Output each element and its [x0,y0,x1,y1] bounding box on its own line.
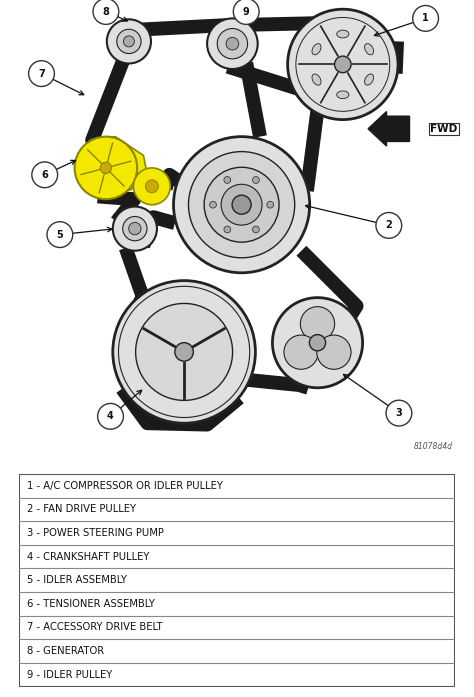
Ellipse shape [365,74,374,85]
Circle shape [146,180,158,193]
Circle shape [189,152,295,258]
FancyBboxPatch shape [19,474,455,687]
Text: 1: 1 [422,13,429,24]
Text: 5 - IDLER ASSEMBLY: 5 - IDLER ASSEMBLY [27,575,127,585]
Circle shape [113,206,157,251]
Circle shape [136,303,233,400]
Text: 9: 9 [243,6,250,17]
Circle shape [117,29,141,54]
Text: 3 - POWER STEERING PUMP: 3 - POWER STEERING PUMP [27,528,164,538]
Circle shape [253,176,259,183]
Circle shape [74,137,137,199]
Circle shape [113,281,255,423]
Text: 4 - CRANKSHAFT PULLEY: 4 - CRANKSHAFT PULLEY [27,551,149,562]
Circle shape [386,400,412,426]
Text: 2 - FAN DRIVE PULLEY: 2 - FAN DRIVE PULLEY [27,505,136,514]
Text: 6: 6 [41,170,48,180]
Text: 5: 5 [56,229,63,240]
Text: 2: 2 [385,220,392,231]
Text: 8 - GENERATOR: 8 - GENERATOR [27,646,104,656]
Ellipse shape [337,30,349,38]
Ellipse shape [312,44,321,55]
Text: 81078d4d: 81078d4d [414,442,453,451]
Text: 6 - TENSIONER ASSEMBLY: 6 - TENSIONER ASSEMBLY [27,599,155,609]
Circle shape [376,213,401,238]
Circle shape [310,335,326,351]
Ellipse shape [365,44,374,55]
Circle shape [217,29,247,59]
Text: 4: 4 [107,411,114,421]
Circle shape [284,335,318,369]
Circle shape [253,226,259,233]
Circle shape [32,162,58,187]
Circle shape [335,56,351,72]
Circle shape [207,18,258,69]
Circle shape [267,201,273,208]
Circle shape [226,38,239,50]
Circle shape [210,201,217,208]
Circle shape [301,307,335,341]
Circle shape [413,6,438,31]
Circle shape [107,20,151,63]
Text: 7 - ACCESSORY DRIVE BELT: 7 - ACCESSORY DRIVE BELT [27,622,163,632]
Ellipse shape [312,74,321,85]
Circle shape [204,167,279,242]
Circle shape [175,343,193,361]
Circle shape [233,0,259,24]
Circle shape [100,162,111,174]
Circle shape [98,404,123,429]
Text: 7: 7 [38,68,45,79]
Circle shape [47,222,73,247]
Circle shape [129,222,141,235]
Circle shape [134,168,170,205]
Circle shape [123,217,147,240]
Text: 1 - A/C COMPRESSOR OR IDLER PULLEY: 1 - A/C COMPRESSOR OR IDLER PULLEY [27,481,223,491]
Text: FWD: FWD [430,124,457,134]
FancyArrow shape [368,112,410,146]
Ellipse shape [337,91,349,99]
Circle shape [173,137,310,273]
Polygon shape [78,137,146,193]
Circle shape [224,176,231,183]
Circle shape [93,0,119,24]
Circle shape [28,61,55,86]
Circle shape [317,335,351,369]
Circle shape [288,9,398,120]
Text: 9 - IDLER PULLEY: 9 - IDLER PULLEY [27,670,112,680]
Text: 8: 8 [102,6,109,17]
Text: 3: 3 [395,408,402,418]
Circle shape [221,184,262,225]
Circle shape [232,195,251,214]
Circle shape [123,36,135,47]
Circle shape [224,226,231,233]
Circle shape [273,298,363,388]
